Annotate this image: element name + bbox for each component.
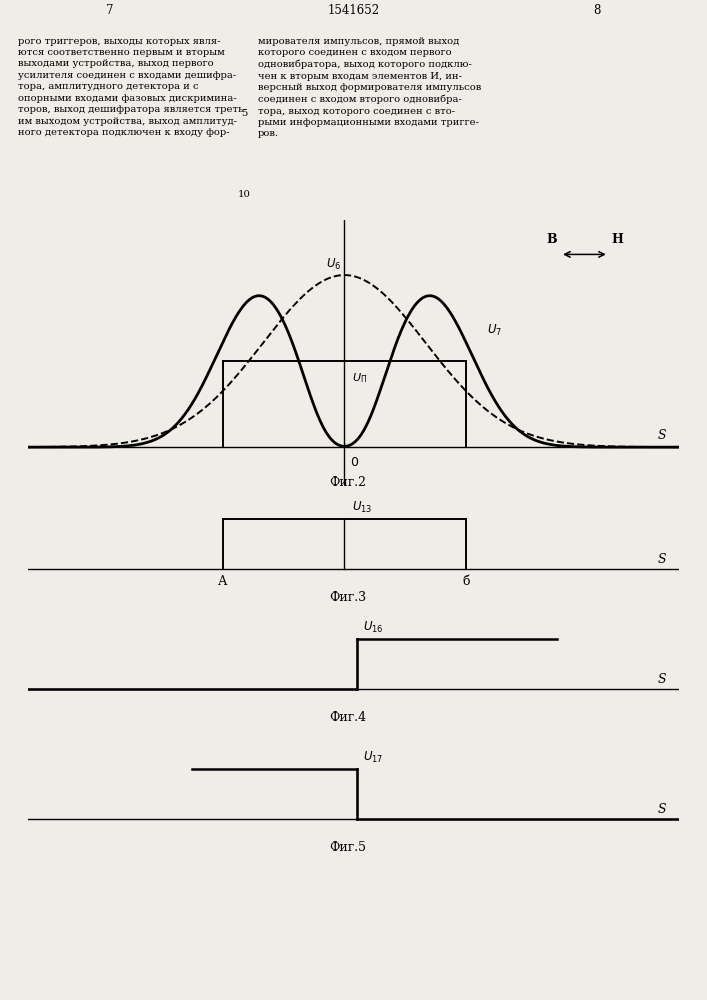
- Text: Фиг.2: Фиг.2: [329, 476, 366, 489]
- Text: $U_{16}$: $U_{16}$: [363, 620, 383, 635]
- Text: Фиг.4: Фиг.4: [329, 711, 366, 724]
- Text: В: В: [547, 233, 557, 246]
- Text: 10: 10: [238, 190, 250, 199]
- Text: 5: 5: [240, 109, 247, 118]
- Text: S: S: [658, 803, 667, 816]
- Text: рого триггеров, выходы которых явля-
ются соответственно первым и вторым
выходам: рого триггеров, выходы которых явля- ютс…: [18, 37, 247, 137]
- Text: $U_\Pi$: $U_\Pi$: [351, 371, 367, 385]
- Text: 0: 0: [351, 456, 358, 469]
- Text: $U_{17}$: $U_{17}$: [363, 750, 383, 765]
- Text: мирователя импульсов, прямой выход
которого соединен с входом первого
одновибрат: мирователя импульсов, прямой выход котор…: [258, 37, 481, 138]
- Text: $U_6$: $U_6$: [326, 257, 341, 272]
- Text: А: А: [218, 575, 228, 588]
- Text: $U_{13}$: $U_{13}$: [351, 500, 372, 515]
- Text: 7: 7: [106, 4, 113, 17]
- Text: Фиг.5: Фиг.5: [329, 841, 366, 854]
- Text: Фиг.3: Фиг.3: [329, 591, 366, 604]
- Text: S: S: [658, 429, 667, 442]
- Text: 8: 8: [594, 4, 601, 17]
- Text: S: S: [658, 673, 667, 686]
- Text: S: S: [658, 553, 667, 566]
- Text: Н: Н: [612, 233, 624, 246]
- Text: $U_7$: $U_7$: [487, 323, 503, 338]
- Text: 1541652: 1541652: [327, 4, 380, 17]
- Text: б: б: [462, 575, 469, 588]
